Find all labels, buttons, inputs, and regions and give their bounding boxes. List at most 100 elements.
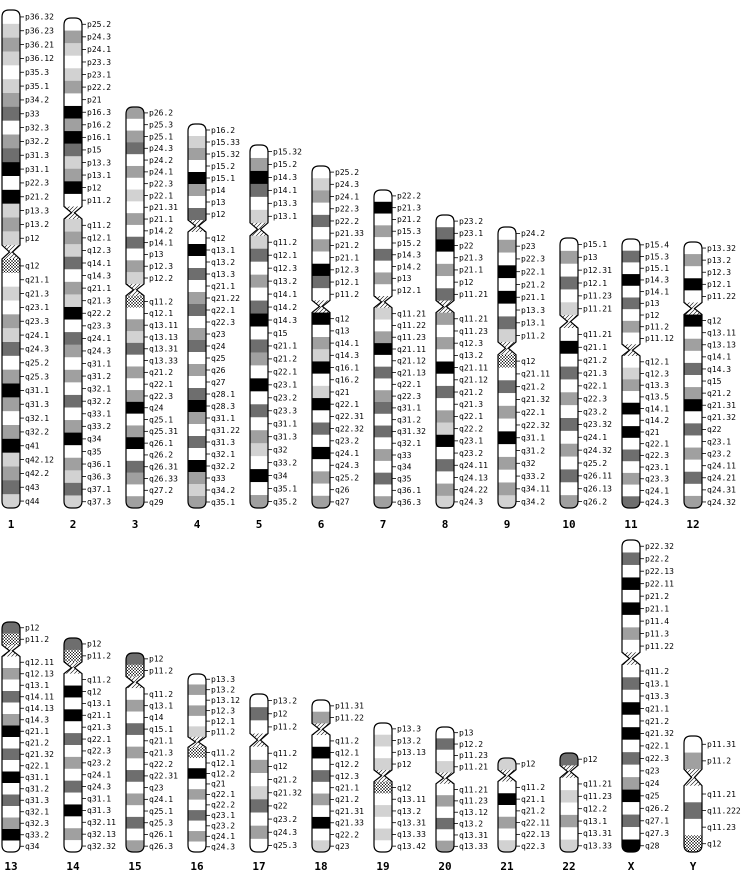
band-label: q22.1 (149, 380, 173, 389)
band-label: q21.31 (335, 807, 364, 816)
band-label: q22.1 (645, 439, 669, 448)
band-label: p36.23 (25, 27, 54, 36)
band-q31-3 (2, 794, 20, 807)
band-label: p15.4 (645, 241, 669, 250)
chromosome-name: 10 (562, 518, 575, 531)
band-label: q13.1 (645, 679, 669, 688)
band-p21-1 (312, 251, 330, 265)
band-label: p11.31 (707, 740, 736, 749)
band-q44 (2, 494, 20, 508)
band-q25-2 (560, 456, 578, 470)
band-label: q33 (211, 474, 226, 483)
band-q31-32 (374, 425, 392, 438)
band-label: q21.1 (273, 342, 297, 351)
band-label: q23.1 (273, 381, 297, 390)
band-p13 (126, 248, 144, 261)
band-p11-2 (64, 649, 82, 663)
band-label: q25 (645, 792, 660, 801)
band-label: q14.1 (273, 290, 297, 299)
band-label: q31.3 (25, 796, 49, 805)
band-label: q24.1 (87, 334, 111, 343)
band-q12 (188, 232, 206, 245)
band-q22-1 (2, 760, 20, 772)
band-label: p13.1 (87, 171, 111, 180)
band-label: q24.11 (707, 461, 736, 470)
band-label: q11.21 (583, 780, 612, 789)
band-q22-3 (374, 390, 392, 403)
band-label: q24.1 (149, 795, 173, 804)
band-q37-1 (64, 482, 82, 496)
band-p21-3 (436, 251, 454, 265)
chromosome-20: p13 p12.2 p11.23 p11.21 q11.21 q11.23 q13.12 q1… (435, 726, 488, 873)
band-label: q13.2 (459, 819, 483, 828)
band-q21 (622, 426, 640, 439)
band-q24-11 (684, 459, 702, 473)
band-p33 (2, 106, 20, 121)
band-label: p25.2 (87, 20, 111, 29)
band-label: q11.2 (87, 221, 111, 230)
band-q13-2 (436, 349, 454, 362)
band-label: p21.3 (459, 254, 483, 263)
band-q32-1 (2, 806, 20, 818)
band-q13-33 (374, 828, 392, 841)
band-q23 (188, 328, 206, 341)
band-q27 (188, 376, 206, 389)
band-q36-3 (374, 496, 392, 508)
band-q12-3 (312, 770, 330, 783)
band-q21-1 (126, 734, 144, 747)
band-q12 (2, 259, 20, 274)
band-q12 (684, 835, 702, 852)
band-label: q11.2 (645, 667, 669, 676)
band-label: q22.1 (521, 408, 545, 417)
band-q36-1 (374, 484, 392, 497)
band-label: q22.32 (521, 421, 550, 430)
band-label: q27 (211, 378, 226, 387)
chromosome-name: 20 (438, 860, 451, 873)
band-q24-21 (684, 471, 702, 485)
band-label: p36.12 (25, 54, 54, 63)
band-q21-2 (126, 366, 144, 379)
band-q24 (188, 340, 206, 353)
chromosome-2: p25.2 p24.3 p24.1 p23.3 p23.1 p22.2 p21 p16.3 p1… (63, 17, 111, 531)
band-label: q36.1 (397, 486, 421, 495)
band-label: q11.22 (397, 321, 426, 330)
band-p12-3 (126, 260, 144, 273)
band-label: p15.1 (645, 264, 669, 273)
band-label: q21.1 (521, 795, 545, 804)
band-label: q12.1 (645, 358, 669, 367)
band-label: q12.1 (211, 759, 235, 768)
band-p32-3 (2, 120, 20, 135)
band-label: q12.13 (25, 670, 54, 679)
band-q31-2 (374, 413, 392, 426)
band-q34-2 (188, 484, 206, 497)
band-p12-1 (188, 715, 206, 727)
band-q13-13 (126, 331, 144, 344)
band-label: p24.2 (149, 156, 173, 165)
band-label: q22.2 (149, 760, 173, 769)
band-label: p13.1 (521, 319, 545, 328)
chromosome-name: 12 (686, 518, 699, 531)
band-p24-1 (126, 165, 144, 179)
band-q31-2 (64, 369, 82, 383)
band-p13 (560, 250, 578, 265)
band-label: p13.2 (273, 696, 297, 705)
band-label: q13.11 (149, 321, 178, 330)
band-label: q24.3 (25, 345, 49, 354)
band-label: q13.33 (583, 842, 612, 851)
band-p15-32 (188, 148, 206, 161)
band-q26-31 (126, 460, 144, 473)
band-label: q24.21 (707, 474, 736, 483)
band-q13-2 (250, 274, 268, 288)
band-p15-3 (622, 250, 640, 263)
band-q13-2 (436, 817, 454, 830)
band-q24-1 (312, 446, 330, 460)
chromosome-name: 16 (190, 860, 204, 873)
band-q11-21 (374, 307, 392, 320)
band-label: q21.3 (87, 296, 111, 305)
band-q21-1 (2, 725, 20, 738)
band-label: p24.3 (87, 33, 111, 42)
band-label: q16.1 (335, 363, 359, 372)
band-label: q31.1 (25, 386, 49, 395)
band-q22 (684, 423, 702, 436)
band-q24-3 (64, 780, 82, 793)
